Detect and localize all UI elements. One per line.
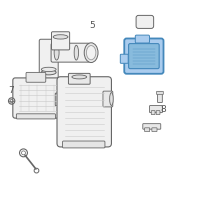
Text: 7: 7 xyxy=(8,86,14,95)
FancyBboxPatch shape xyxy=(63,141,105,148)
Ellipse shape xyxy=(41,70,56,75)
FancyBboxPatch shape xyxy=(158,92,162,103)
Ellipse shape xyxy=(110,93,113,105)
Circle shape xyxy=(8,98,15,104)
Ellipse shape xyxy=(72,75,87,79)
Ellipse shape xyxy=(74,45,79,60)
Ellipse shape xyxy=(86,46,96,60)
FancyBboxPatch shape xyxy=(68,73,90,84)
FancyBboxPatch shape xyxy=(143,124,161,129)
FancyBboxPatch shape xyxy=(26,72,46,82)
FancyBboxPatch shape xyxy=(16,114,55,119)
FancyBboxPatch shape xyxy=(152,128,157,132)
FancyBboxPatch shape xyxy=(57,77,111,147)
FancyBboxPatch shape xyxy=(51,32,70,50)
Text: 5: 5 xyxy=(89,21,95,30)
Ellipse shape xyxy=(41,67,56,72)
FancyBboxPatch shape xyxy=(51,43,90,62)
Ellipse shape xyxy=(54,45,59,60)
FancyBboxPatch shape xyxy=(145,128,150,132)
FancyBboxPatch shape xyxy=(156,111,160,115)
FancyBboxPatch shape xyxy=(55,93,67,106)
Text: 8: 8 xyxy=(160,105,166,114)
FancyBboxPatch shape xyxy=(135,35,150,43)
Circle shape xyxy=(10,99,13,103)
Ellipse shape xyxy=(64,94,69,105)
FancyBboxPatch shape xyxy=(136,15,154,28)
FancyBboxPatch shape xyxy=(120,54,128,63)
Ellipse shape xyxy=(53,35,68,39)
FancyBboxPatch shape xyxy=(129,44,159,69)
FancyBboxPatch shape xyxy=(13,78,61,118)
FancyBboxPatch shape xyxy=(150,106,163,113)
FancyBboxPatch shape xyxy=(103,91,113,107)
FancyBboxPatch shape xyxy=(151,111,155,115)
FancyBboxPatch shape xyxy=(124,38,164,74)
Ellipse shape xyxy=(84,43,98,63)
FancyBboxPatch shape xyxy=(157,91,163,94)
FancyBboxPatch shape xyxy=(39,39,58,82)
